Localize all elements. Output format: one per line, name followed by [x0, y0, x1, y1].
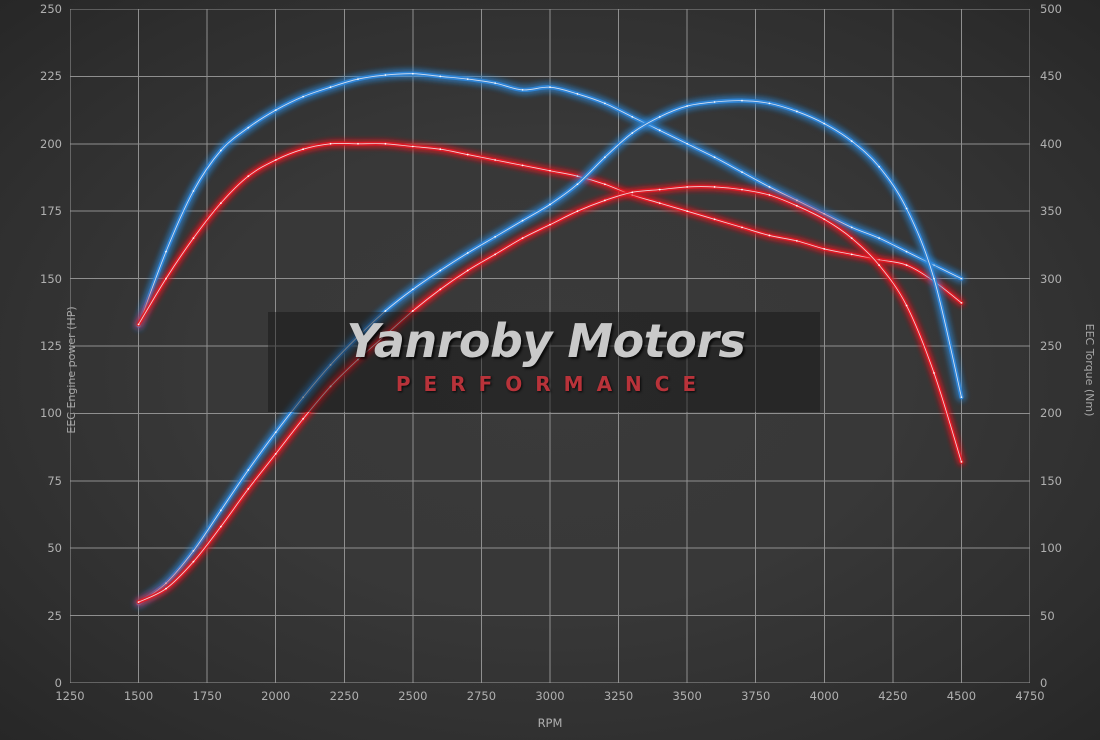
x-tick-4750: 4750 [1015, 689, 1045, 703]
x-axis-label: RPM [537, 716, 563, 730]
y-right-tick-100: 100 [1040, 541, 1062, 556]
y-right-tick-250: 250 [1040, 339, 1062, 353]
x-tick-2250: 2250 [329, 689, 359, 703]
chart-svg [70, 9, 1030, 683]
x-tick-1750: 1750 [192, 689, 222, 703]
x-tick-2750: 2750 [466, 689, 497, 703]
plot-area [70, 9, 1030, 683]
y-left-tick-0: 0 [54, 676, 62, 690]
y-right-tick-350: 350 [1040, 204, 1062, 219]
gridlines [70, 9, 1030, 683]
series-layer [135, 70, 965, 607]
x-tick-3750: 3750 [741, 689, 771, 703]
y-right-tick-450: 450 [1040, 69, 1062, 84]
x-tick-4500: 4500 [946, 689, 977, 703]
series-1 [135, 140, 965, 328]
series-3 [135, 183, 965, 606]
y-right-tick-150: 150 [1040, 473, 1062, 488]
y-left-tick-250: 250 [40, 2, 62, 16]
y-left-tick-150: 150 [40, 271, 62, 286]
y-right-tick-0: 0 [1040, 676, 1048, 690]
y-right-tick-50: 50 [1040, 608, 1055, 623]
y-left-tick-75: 75 [47, 473, 62, 488]
y-left-tick-200: 200 [40, 136, 62, 151]
y-left-tick-100: 100 [40, 406, 62, 421]
y-right-tick-500: 500 [1040, 2, 1062, 16]
x-tick-1250: 1250 [55, 689, 85, 703]
x-tick-4250: 4250 [878, 689, 908, 703]
y-right-tick-300: 300 [1040, 271, 1062, 286]
y-right-tick-200: 200 [1040, 406, 1062, 421]
x-tick-2500: 2500 [398, 689, 428, 703]
x-tick-3250: 3250 [603, 689, 634, 703]
y-left-tick-25: 25 [47, 608, 62, 623]
series-2 [135, 97, 965, 607]
x-tick-4000: 4000 [809, 689, 839, 703]
x-tick-3000: 3000 [535, 689, 565, 703]
x-tick-2000: 2000 [261, 689, 291, 703]
y-axis-right-label: EEC Torque (Nm) [1083, 323, 1097, 417]
y-left-tick-50: 50 [47, 541, 62, 556]
y-left-tick-175: 175 [40, 204, 62, 219]
x-tick-1500: 1500 [123, 689, 154, 703]
x-tick-3500: 3500 [672, 689, 702, 703]
y-left-tick-125: 125 [40, 339, 62, 353]
y-left-tick-225: 225 [40, 69, 62, 84]
series-0 [135, 70, 965, 330]
y-right-tick-400: 400 [1040, 136, 1062, 151]
